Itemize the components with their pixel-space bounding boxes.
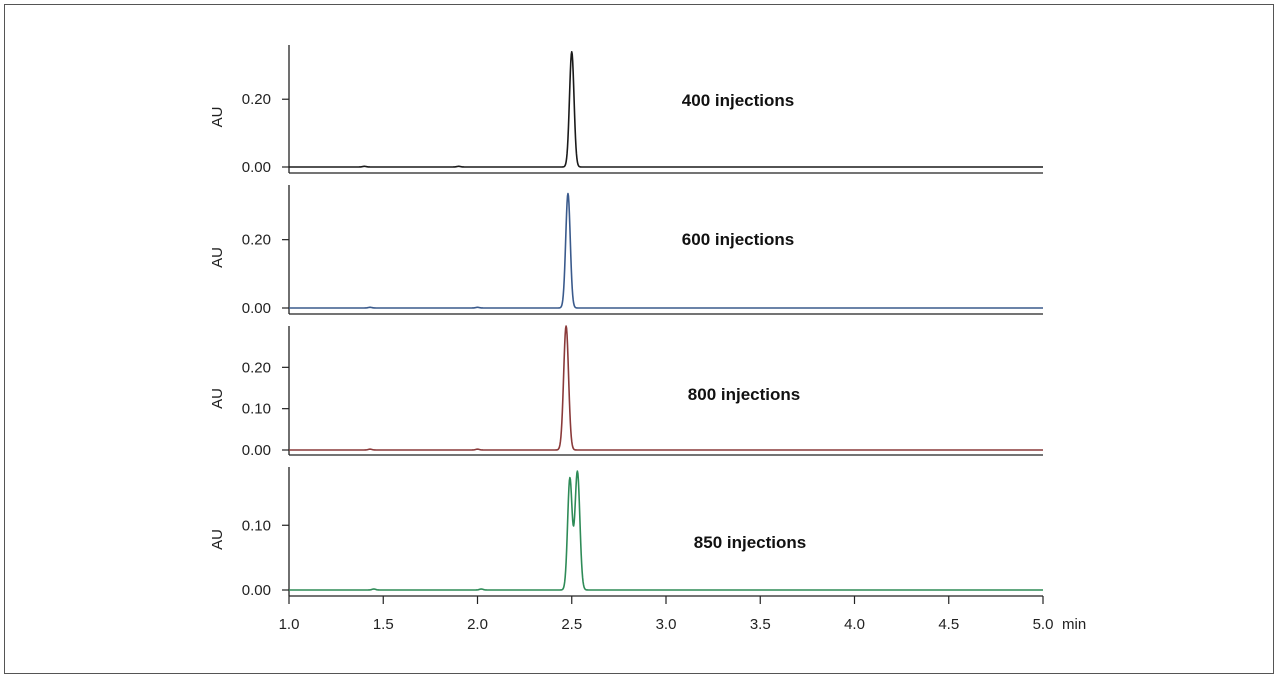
panel-annotation: 400 injections: [682, 91, 794, 110]
chromatogram-trace: [288, 192, 1044, 309]
y-tick-label: 0.20: [242, 359, 271, 376]
x-unit-label: min: [1062, 616, 1086, 633]
figure-frame: [4, 4, 1274, 674]
x-tick-label: 3.0: [656, 616, 677, 633]
panel-annotation: 600 injections: [682, 230, 794, 249]
y-axis-label: AU: [209, 247, 226, 268]
x-tick-label: 1.5: [373, 616, 394, 633]
y-tick-label: 0.00: [242, 300, 271, 317]
y-tick-label: 0.10: [242, 401, 271, 418]
y-axis-label: AU: [209, 388, 226, 409]
x-tick-label: 5.0: [1033, 616, 1054, 633]
panel-1: 0.00 0.20 AU 400 injections: [209, 45, 1044, 176]
y-axis-label: AU: [209, 529, 226, 550]
y-tick-label: 0.00: [242, 582, 271, 599]
x-tick-label: 4.0: [844, 616, 865, 633]
panel-3: 0.00 0.10 0.20 AU 800 injections: [209, 325, 1044, 459]
y-tick-label: 0.00: [242, 442, 271, 459]
x-tick-label: 2.5: [561, 616, 582, 633]
y-tick-label: 0.10: [242, 517, 271, 534]
y-tick-label: 0.20: [242, 232, 271, 249]
chromatogram-trace: [288, 50, 1044, 168]
x-tick-label: 1.0: [279, 616, 300, 633]
chromatogram-trace: [288, 325, 1044, 451]
panel-annotation: 850 injections: [694, 533, 806, 552]
x-tick-label: 3.5: [750, 616, 771, 633]
panel-4: 0.00 0.10 AU 850 injections: [209, 467, 1044, 599]
panel-annotation: 800 injections: [688, 385, 800, 404]
y-tick-label: 0.20: [242, 91, 271, 108]
x-tick-label: 4.5: [938, 616, 959, 633]
panel-2: 0.00 0.20 AU 600 injections: [209, 185, 1044, 317]
x-tick-label: 2.0: [467, 616, 488, 633]
chromatogram-trace: [288, 470, 1044, 591]
y-axis-label: AU: [209, 107, 226, 128]
y-tick-label: 0.00: [242, 159, 271, 176]
